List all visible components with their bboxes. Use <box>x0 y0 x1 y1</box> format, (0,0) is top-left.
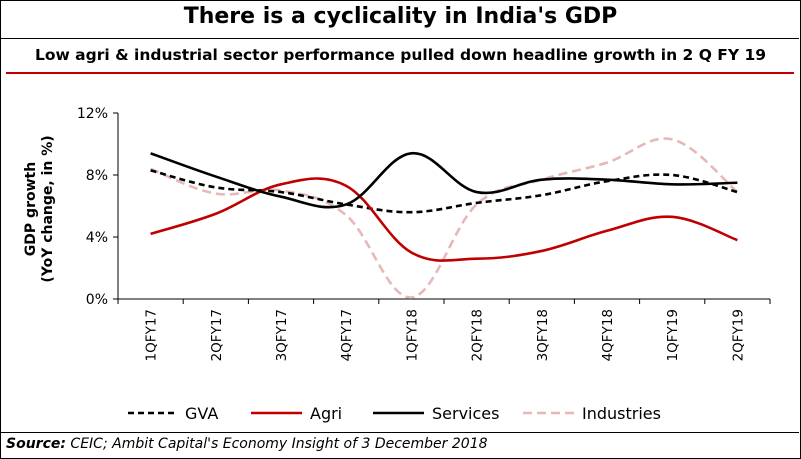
line-chart: 0% 4% 8% 12% 1QFY17 2QFY17 3QFY17 4QFY17 1QFY18 2… <box>77 106 771 423</box>
series-line-services <box>150 151 738 209</box>
y-tick-label: 8% <box>86 168 108 184</box>
legend-label-agri: Agri <box>310 404 342 423</box>
legend-label-industries: Industries <box>582 404 661 423</box>
source-label: Source: <box>6 436 66 452</box>
series-line-agri <box>150 177 738 262</box>
title-divider <box>1 38 799 39</box>
x-tick-label: 1QFY17 <box>144 309 160 361</box>
x-tick-label: 3QFY18 <box>535 309 551 361</box>
y-tick-label: 0% <box>86 292 108 308</box>
x-tick-label: 1QFY18 <box>404 309 420 361</box>
source-note: Source: CEIC; Ambit Capital's Economy In… <box>6 436 488 452</box>
subtitle-divider <box>6 72 794 74</box>
x-tick-label: 1QFY19 <box>665 309 681 361</box>
legend-label-services: Services <box>432 404 499 423</box>
x-tick-label: 2QFY18 <box>470 309 486 361</box>
series-line-industries <box>150 137 739 299</box>
chart-subtitle: Low agri & industrial sector performance… <box>34 46 767 64</box>
y-tick-label: 4% <box>86 230 108 246</box>
chart-title: There is a cyclicality in India's GDP <box>183 4 618 29</box>
source-text: CEIC; Ambit Capital's Economy Insight of… <box>70 436 488 452</box>
x-tick-label: 4QFY17 <box>339 309 355 361</box>
x-tick-label: 2QFY17 <box>209 309 225 361</box>
legend-label-gva: GVA <box>185 404 218 423</box>
y-tick-label: 12% <box>77 106 108 122</box>
x-tick-label: 3QFY17 <box>274 309 290 361</box>
x-tick-label: 2QFY19 <box>730 309 746 361</box>
x-tick-label: 4QFY18 <box>600 309 616 361</box>
source-divider <box>1 432 799 433</box>
series-line-gva <box>150 169 738 214</box>
